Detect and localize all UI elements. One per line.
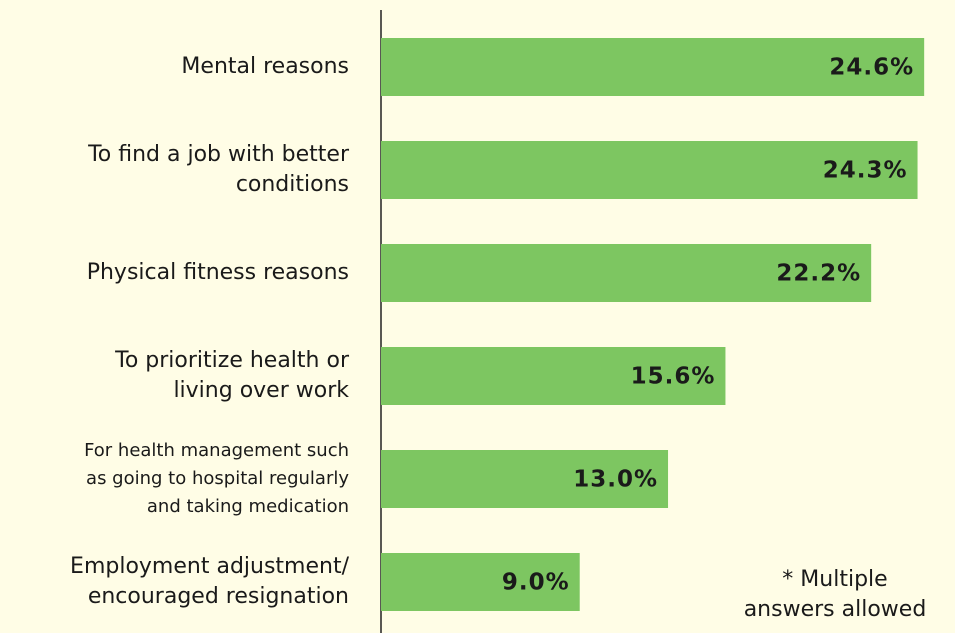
- value-label: 9.0%: [502, 570, 570, 596]
- annotation: * Multiple answers allowed: [743, 567, 927, 622]
- bar: [381, 553, 580, 611]
- category-label: To prioritize health or living over work: [115, 348, 349, 403]
- bar: [381, 141, 918, 199]
- bar: [381, 244, 872, 302]
- bar: [381, 38, 925, 96]
- category-label: Mental reasons: [181, 54, 349, 79]
- category-label: For health management such as going to h…: [84, 440, 349, 517]
- value-label: 15.6%: [631, 364, 716, 390]
- category-label: To find a job with better conditions: [88, 142, 349, 197]
- category-label: Employment adjustment/ encouraged resign…: [70, 554, 349, 609]
- value-label: 22.2%: [776, 261, 861, 287]
- bar: [381, 347, 726, 405]
- value-label: 24.3%: [823, 158, 908, 184]
- bar: [381, 450, 669, 508]
- value-label: 13.0%: [573, 467, 658, 493]
- category-label: Physical fitness reasons: [86, 260, 349, 285]
- value-label: 24.6%: [829, 55, 914, 81]
